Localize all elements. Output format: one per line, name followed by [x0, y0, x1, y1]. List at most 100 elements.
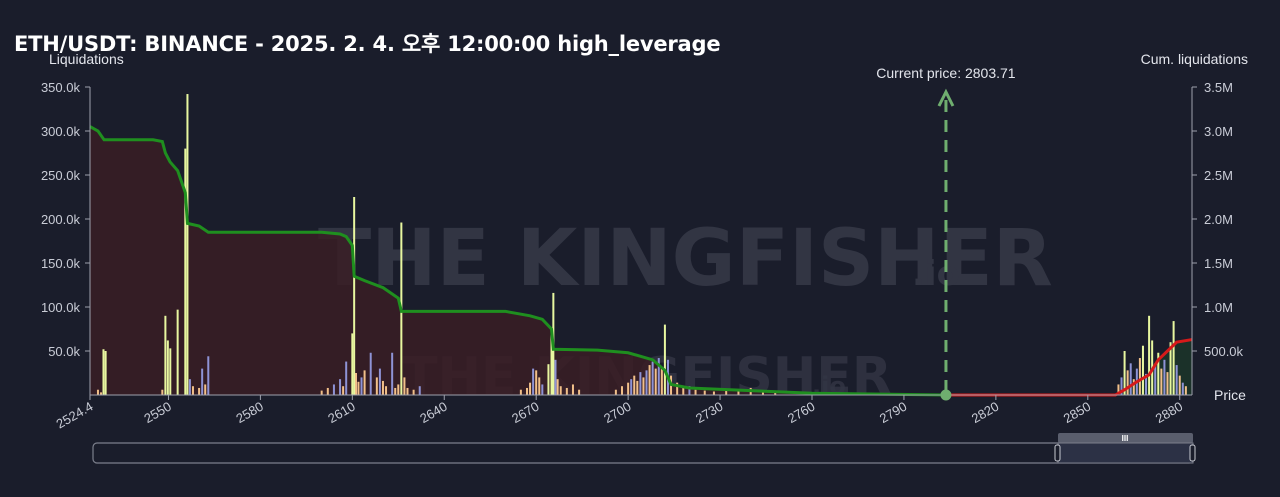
range-slider-window[interactable] [1057, 442, 1194, 464]
liq-bar [1145, 373, 1148, 395]
y2-tick-label: 1.5M [1204, 256, 1233, 271]
liq-bar [391, 352, 394, 395]
liq-bar [1184, 386, 1187, 395]
liq-bar [725, 389, 728, 395]
liq-bar [627, 382, 630, 395]
liq-bar [663, 324, 666, 395]
x-tick-label: 2850 [1061, 399, 1094, 426]
x-tick-label: 2820 [969, 399, 1002, 426]
range-slider[interactable]: III [92, 433, 1196, 464]
liq-bar [621, 386, 623, 395]
liq-bar [161, 389, 164, 395]
y-tick-label: 250.0k [41, 168, 81, 183]
y-tick-label: 150.0k [41, 256, 81, 271]
current-price-label: Current price: 2803.71 [876, 65, 1016, 81]
liq-bar [369, 352, 372, 395]
y2-tick-label: 3.0M [1204, 124, 1233, 139]
liq-bar [397, 384, 400, 395]
liq-bar [550, 329, 553, 395]
cum-long-fill [90, 126, 946, 395]
liq-bar [1169, 342, 1172, 395]
liq-bar [737, 390, 740, 395]
liq-bar [633, 375, 636, 395]
y-tick-label: 200.0k [41, 212, 81, 227]
liq-bar [320, 390, 323, 395]
liq-bar [355, 373, 357, 395]
liq-bar [703, 390, 706, 395]
liq-bar [1166, 372, 1169, 395]
liq-bar [342, 386, 345, 395]
liq-bar [682, 387, 685, 395]
liq-bar [526, 387, 528, 395]
lines-layer [89, 125, 1193, 397]
liq-bar [651, 361, 654, 395]
liq-bar [559, 386, 562, 395]
liq-bar [169, 348, 172, 395]
liq-bar [1138, 358, 1141, 395]
liq-bar [418, 386, 421, 395]
liq-bar [519, 389, 522, 395]
range-slider-top-handle[interactable] [1058, 433, 1193, 443]
liq-bar [630, 379, 633, 395]
liq-bar [375, 377, 378, 395]
liq-bar [654, 368, 657, 395]
y2-tick-label: 1.0M [1204, 300, 1233, 315]
liq-bar [403, 377, 406, 395]
liq-bar [184, 148, 187, 395]
liq-bar [353, 197, 356, 395]
x-tick-label: 2610 [325, 399, 358, 426]
chart-title: ETH/USDT: BINANCE - 2025. 2. 4. 오후 12:00… [14, 32, 721, 56]
range-slider-right-handle[interactable] [1189, 444, 1196, 462]
liq-bar [201, 368, 204, 395]
liq-bar [1117, 384, 1120, 395]
liq-bar [1126, 370, 1129, 395]
liq-bar [198, 387, 201, 395]
liq-bar [100, 392, 103, 395]
liq-bar [660, 368, 663, 395]
x-tick-label: 2580 [233, 399, 266, 426]
liq-bar [360, 377, 363, 395]
liq-bar [191, 386, 194, 395]
x-tick-label: 2524.4 [54, 399, 96, 432]
liq-bar [694, 389, 697, 395]
liq-bar [657, 358, 660, 395]
range-slider-grip[interactable]: III [1122, 434, 1129, 443]
liq-bar [645, 370, 648, 395]
liq-bar [532, 368, 535, 395]
liq-bar [578, 389, 581, 395]
liq-bar [1148, 315, 1151, 395]
y-tick-label: 300.0k [41, 124, 81, 139]
liq-bar [332, 384, 335, 395]
y2-tick-label: 500.0k [1204, 344, 1244, 359]
current-price-layer: Current price: 2803.71 [876, 65, 1016, 401]
liq-bar [339, 379, 342, 395]
y2-axis-title: Cum. liquidations [1141, 51, 1248, 67]
liq-bar [363, 370, 366, 395]
liq-bar [381, 380, 384, 395]
range-slider-track[interactable] [92, 442, 1194, 464]
liq-bar [614, 389, 617, 395]
x-tick-label: 2880 [1153, 399, 1186, 426]
liq-bar [204, 384, 207, 395]
liq-bar [535, 370, 538, 395]
liq-bar [541, 384, 544, 395]
liq-bar [378, 368, 381, 395]
y2-tick-label: 3.5M [1204, 80, 1233, 95]
liq-bar [538, 377, 541, 395]
liq-bar [166, 340, 169, 395]
liq-bar [1129, 363, 1132, 395]
liq-bar [357, 381, 360, 395]
y-tick-label: 50.0k [48, 344, 80, 359]
liq-bar [1141, 345, 1144, 395]
current-price-dot [940, 389, 952, 401]
y2-tick-label: 2.5M [1204, 168, 1233, 183]
range-slider-left-handle[interactable] [1054, 444, 1061, 462]
x-tick-label: 2550 [141, 399, 174, 426]
liq-bar [412, 389, 415, 395]
liq-bar [326, 387, 329, 395]
y2-tick-label: 2.0M [1204, 212, 1233, 227]
y-tick-label: 350.0k [41, 80, 81, 95]
liq-bar [1132, 379, 1135, 395]
liq-bar [385, 386, 388, 395]
